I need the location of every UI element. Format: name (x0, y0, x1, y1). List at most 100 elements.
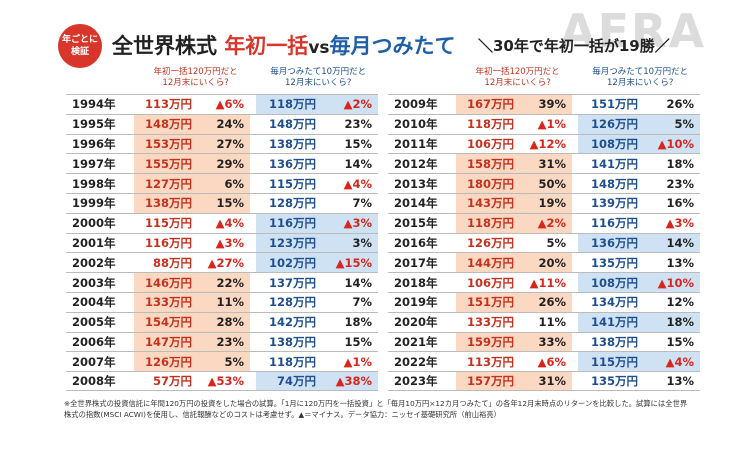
year: 2003年 (72, 275, 116, 290)
tagline: ＼30年で年初一括が19勝／ (478, 37, 670, 55)
lump-amount: 118万円 (456, 114, 520, 134)
monthly-amount: 116万円 (578, 213, 644, 233)
footnote: ※全世界株式の投資信託に年間120万円の投資をした場合の試算。「1月に120万円… (64, 399, 688, 419)
table-row: 2007年 126万円 5% 118万円 ▲1% (66, 351, 378, 372)
table-row: 2013年 180万円 50% 148万円 23% (388, 173, 700, 193)
monthly-return: ▲15% (322, 253, 378, 273)
table-row: 2014年 143万円 19% 139万円 16% (388, 192, 700, 213)
lump-return: 5% (198, 352, 250, 372)
monthly-return: ▲3% (644, 213, 700, 233)
monthly-amount: 108万円 (578, 134, 644, 154)
title-text: 全世界株式 (112, 34, 217, 58)
table: 年初一括120万円だと 12月末にいくら? 毎月つみたて10万円だと 12月末にい… (66, 62, 378, 391)
year: 2002年 (72, 255, 116, 270)
lump-return: 26% (520, 292, 572, 312)
year: 2007年 (72, 354, 116, 369)
lump-amount: 133万円 (134, 292, 198, 312)
lump-return: 11% (198, 292, 250, 312)
year: 1996年 (72, 136, 116, 151)
monthly-return: ▲1% (322, 352, 378, 372)
table-row: 2016年 126万円 5% 136万円 14% (388, 232, 700, 253)
year: 2006年 (72, 334, 116, 349)
monthly-return: 7% (322, 292, 378, 312)
title-monthly: 毎月つみたて (329, 34, 456, 58)
lump-return: 11% (520, 312, 572, 332)
lump-return: ▲6% (520, 352, 572, 372)
year: 2017年 (394, 255, 438, 270)
monthly-amount: 118万円 (256, 95, 322, 114)
year: 2013年 (394, 176, 438, 191)
lump-return: 31% (520, 154, 572, 174)
year: 2005年 (72, 315, 116, 330)
monthly-amount: 137万円 (256, 273, 322, 292)
year: 2016年 (394, 235, 438, 250)
table-row: 2006年 147万円 23% 138万円 15% (66, 331, 378, 352)
monthly-return: 15% (644, 332, 700, 352)
year: 2015年 (394, 216, 438, 231)
lump-return: ▲12% (520, 134, 572, 154)
table-row: 2004年 133万円 11% 128万円 7% (66, 291, 378, 312)
lump-amount: 180万円 (456, 174, 520, 193)
monthly-amount: 116万円 (256, 213, 322, 233)
monthly-return: ▲2% (322, 95, 378, 114)
year: 2001年 (72, 235, 116, 250)
monthly-amount: 141万円 (578, 154, 644, 174)
table-row: 2011年 106万円 ▲12% 108万円 ▲10% (388, 133, 700, 154)
table-row: 2005年 154万円 28% 142万円 18% (66, 311, 378, 332)
table-row: 1999年 138万円 15% 128万円 7% (66, 192, 378, 213)
lump-amount: 144万円 (456, 253, 520, 273)
monthly-return: 5% (644, 114, 700, 134)
table-row: 2023年 157万円 31% 135万円 13% (388, 371, 700, 391)
year: 2020年 (394, 315, 438, 330)
monthly-amount: 126万円 (578, 114, 644, 134)
monthly-amount: 148万円 (256, 114, 322, 134)
monthly-return: 13% (644, 253, 700, 273)
monthly-return: 13% (644, 372, 700, 390)
lump-amount: 126万円 (134, 352, 198, 372)
monthly-amount: 108万円 (578, 273, 644, 292)
year: 2018年 (394, 275, 438, 290)
monthly-amount: 151万円 (578, 95, 644, 114)
monthly-amount: 148万円 (578, 174, 644, 193)
year: 1999年 (72, 196, 116, 211)
monthly-amount: 102万円 (256, 253, 322, 273)
lump-amount: 138万円 (134, 193, 198, 213)
lump-amount: 115万円 (134, 213, 198, 233)
lump-return: 27% (198, 134, 250, 154)
lump-return: 6% (198, 174, 250, 193)
lump-amount: 88万円 (134, 253, 198, 273)
column-header: 年初一括120万円だと 12月末にいくら? (475, 67, 560, 88)
monthly-return: ▲10% (644, 273, 700, 292)
monthly-return: 16% (644, 193, 700, 213)
lump-amount: 143万円 (456, 193, 520, 213)
lump-return: ▲2% (520, 213, 572, 233)
monthly-amount: 141万円 (578, 312, 644, 332)
lump-return: 19% (520, 193, 572, 213)
monthly-return: 18% (322, 312, 378, 332)
table-row: 1995年 148万円 24% 148万円 23% (66, 113, 378, 134)
lump-amount: 113万円 (456, 352, 520, 372)
column-header: 毎月つみたて10万円だと 12月末にいくら? (270, 67, 367, 88)
lump-amount: 155万円 (134, 154, 198, 174)
monthly-return: 23% (644, 174, 700, 193)
table-row: 2015年 118万円 ▲2% 116万円 ▲3% (388, 212, 700, 233)
monthly-amount: 128万円 (256, 292, 322, 312)
table-row: 2017年 144万円 20% 135万円 13% (388, 252, 700, 273)
lump-return: 50% (520, 174, 572, 193)
monthly-return: 14% (644, 233, 700, 253)
monthly-amount: 139万円 (578, 193, 644, 213)
lump-amount: 167万円 (456, 95, 520, 114)
monthly-return: 15% (322, 134, 378, 154)
monthly-return: ▲4% (644, 352, 700, 372)
table-row: 1996年 153万円 27% 138万円 15% (66, 133, 378, 154)
year: 2022年 (394, 354, 438, 369)
monthly-amount: 136万円 (256, 154, 322, 174)
spacer (66, 62, 139, 94)
lump-amount: 159万円 (456, 332, 520, 352)
monthly-return: ▲4% (322, 174, 378, 193)
year: 2019年 (394, 295, 438, 310)
table-row: 2022年 113万円 ▲6% 115万円 ▲4% (388, 351, 700, 372)
monthly-amount: 118万円 (256, 352, 322, 372)
monthly-amount: 136万円 (578, 233, 644, 253)
monthly-amount: 138万円 (256, 332, 322, 352)
